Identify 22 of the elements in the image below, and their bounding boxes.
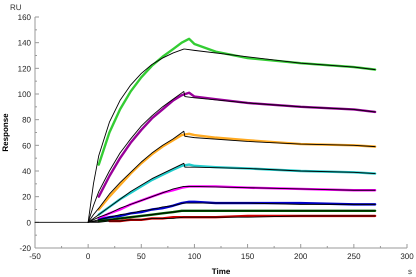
x-tick-label: 50 [136, 252, 146, 261]
x-tick-label: 100 [188, 252, 202, 261]
x-axis-title: Time [212, 267, 231, 276]
text: RU [10, 3, 22, 12]
x-tick-label: 0 [86, 252, 91, 261]
x-tick-label: 200 [294, 252, 308, 261]
x-tick-label: 150 [240, 252, 255, 261]
y-tick-label: 20 [22, 192, 32, 202]
y-tick-label: 40 [22, 167, 32, 176]
y-tick-label: 160 [18, 13, 32, 22]
text: s [408, 267, 412, 276]
x-tick-label: 300 [400, 252, 414, 261]
y-tick-label: 60 [22, 141, 32, 150]
y-tick-label: 0 [26, 218, 32, 228]
y-tick-label: -20 [19, 244, 32, 253]
x-tick-label: -50 [29, 252, 42, 261]
y-tick-label: 80 [22, 116, 32, 125]
y-axis-title: Response [1, 112, 10, 152]
x-tick-label: 250 [347, 252, 362, 261]
y-tick-label: 120 [18, 64, 32, 74]
y-tick-label: 140 [18, 38, 32, 48]
y-tick-label: 100 [18, 90, 32, 99]
